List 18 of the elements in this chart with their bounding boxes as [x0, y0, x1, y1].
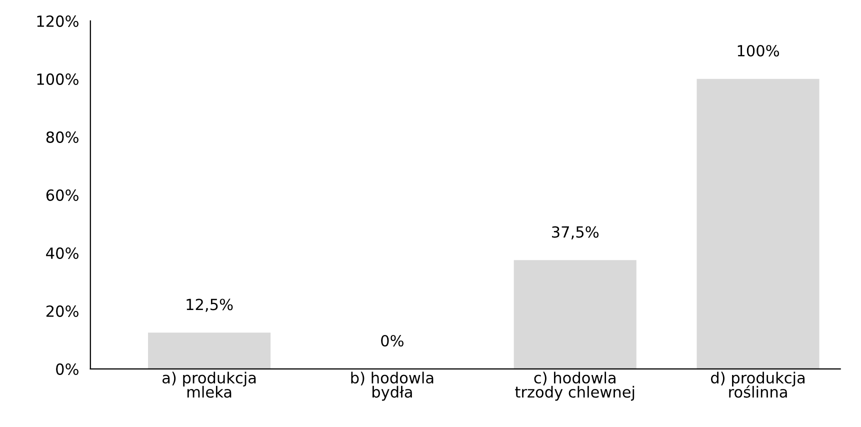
bar	[148, 332, 271, 369]
x-tick-label: a) produkcja mleka	[162, 372, 256, 398]
y-tick-label: 60%	[46, 189, 78, 201]
x-tick-label: c) hodowla trzody chlewnej	[515, 372, 634, 401]
data-label: 37,5%	[552, 226, 599, 240]
data-label: 12,5%	[186, 298, 233, 312]
y-tick-label: 20%	[46, 305, 78, 317]
data-label: 0%	[381, 334, 404, 347]
data-label: 100%	[738, 44, 780, 57]
y-tick-label: 80%	[46, 131, 78, 143]
y-tick-label: 0%	[56, 363, 78, 375]
x-tick-label: b) hodowla bydła	[351, 372, 434, 401]
y-tick-label: 40%	[46, 247, 78, 259]
bar	[514, 260, 636, 369]
x-tick-label: d) produkcja roślinna	[711, 372, 805, 398]
y-tick-label: 100%	[37, 73, 78, 85]
y-tick-label: 120%	[37, 15, 78, 27]
bar	[696, 78, 820, 369]
